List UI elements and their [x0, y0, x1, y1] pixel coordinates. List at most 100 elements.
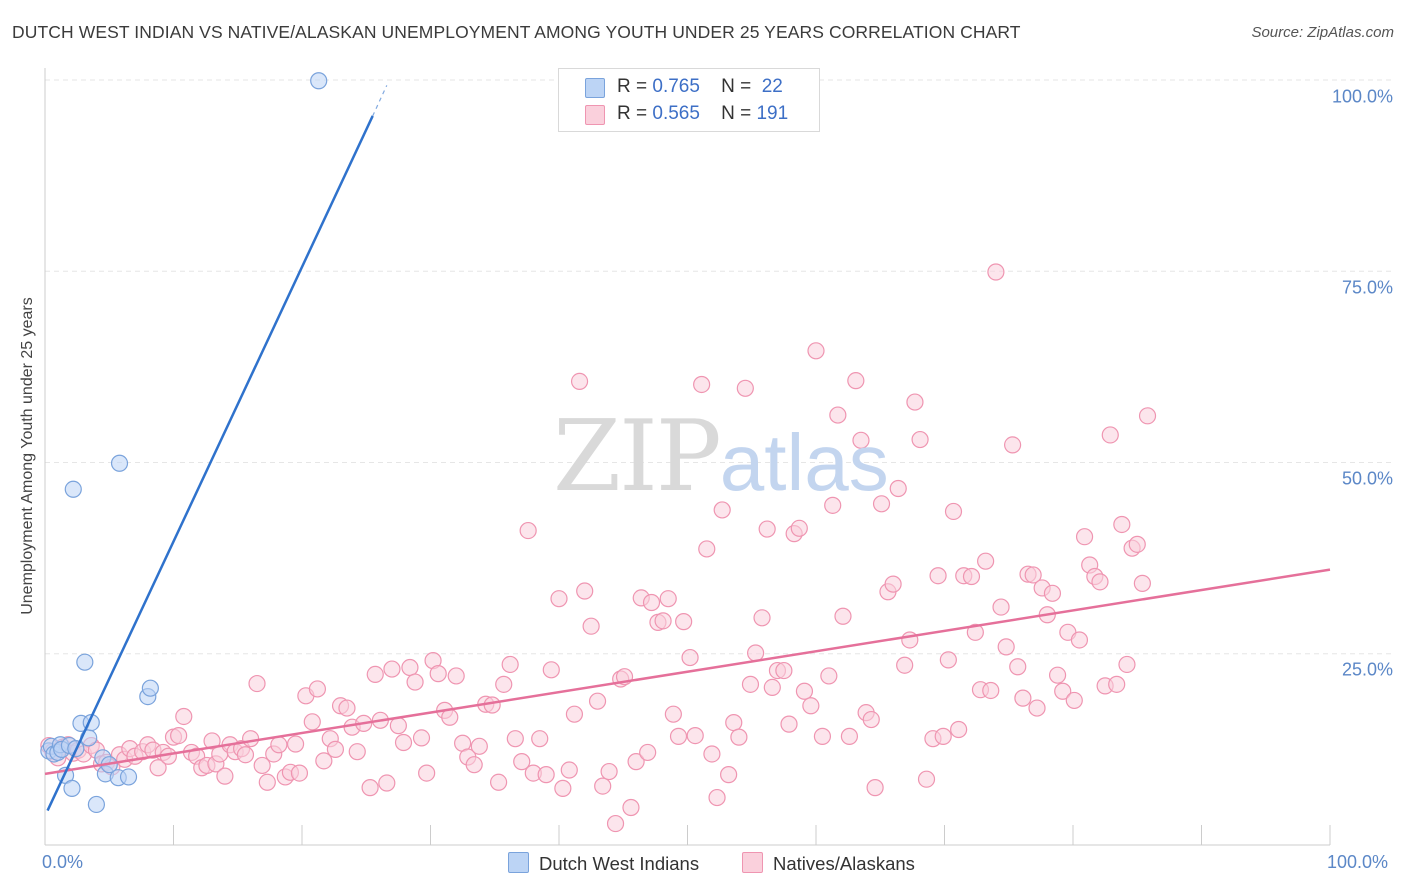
natives-alaskans-point: [389, 717, 407, 735]
bottom-legend-dutch-west-indians: Dutch West Indians: [508, 852, 699, 875]
natives-alaskans-point: [917, 770, 936, 788]
x-tick-label-100: 100.0%: [1327, 852, 1389, 872]
natives-alaskans-point: [929, 567, 947, 585]
natives-alaskans-point: [554, 779, 572, 797]
natives-alaskans-point: [537, 766, 555, 784]
natives-alaskans-point: [203, 732, 221, 750]
natives-alaskans-point: [361, 779, 379, 797]
natives-alaskans-point: [747, 644, 765, 662]
natives-alaskans-point: [429, 665, 447, 683]
natives-alaskans-point: [753, 609, 771, 627]
trend-lines: [44, 85, 1331, 812]
natives-alaskans-point: [560, 761, 578, 779]
dutch-west-indians-point: [63, 779, 81, 797]
natives-alaskans-point: [286, 735, 305, 753]
dutch-west-indians-point: [110, 454, 129, 472]
dutch-west-indians-points: [40, 72, 328, 814]
natives-alaskans-point: [1028, 699, 1046, 717]
natives-alaskans-point: [1138, 407, 1157, 425]
natives-alaskans-point: [1054, 682, 1072, 700]
natives-alaskans-point: [622, 798, 640, 817]
natives-alaskans-point: [730, 728, 748, 746]
natives-alaskans-point: [490, 773, 508, 791]
natives-alaskans-point: [654, 612, 672, 630]
natives-alaskans-point: [944, 502, 963, 521]
natives-alaskans-point: [270, 736, 288, 754]
natives-alaskans-point: [242, 730, 260, 748]
natives-alaskans-point: [1128, 535, 1146, 553]
dutch-west-indians-point: [141, 679, 159, 697]
natives-alaskans-point: [987, 263, 1005, 281]
natives-alaskans-point: [606, 814, 625, 833]
natives-alaskans-point: [348, 743, 366, 761]
natives-alaskans-point: [884, 575, 902, 593]
legend-r-value-pink: 0.565: [652, 103, 700, 124]
natives-alaskans-point: [513, 753, 531, 771]
natives-alaskans-point: [418, 764, 436, 782]
natives-alaskans-point: [966, 623, 984, 641]
natives-alaskans-point: [412, 729, 431, 747]
natives-alaskans-point: [911, 430, 929, 449]
natives-alaskans-point: [720, 766, 738, 784]
natives-alaskans-point: [758, 520, 776, 538]
natives-alaskans-point: [519, 521, 537, 540]
correlation-legend: R = 0.765 N = 22 R = 0.565 N = 191: [558, 68, 820, 132]
natives-alaskans-point: [763, 678, 781, 697]
dutch-west-indians-point: [87, 795, 106, 814]
legend-n-value-pink: 191: [756, 103, 789, 124]
natives-alaskans-point: [725, 713, 743, 732]
natives-alaskans-point: [1108, 675, 1126, 693]
natives-alaskans-point: [401, 658, 419, 677]
natives-alaskans-point: [483, 696, 501, 714]
legend-n-value-blue: 22: [761, 76, 783, 97]
chart-title: DUTCH WEST INDIAN VS NATIVE/ALASKAN UNEM…: [12, 22, 1021, 42]
x-tick-label-0: 0.0%: [42, 852, 84, 872]
natives-alaskans-point: [1043, 584, 1062, 602]
bottom-legend-swatch-blue: [508, 852, 529, 873]
bottom-legend-swatch-pink: [742, 852, 763, 873]
natives-alaskans-trend-line: [44, 568, 1331, 776]
natives-alaskans-point: [659, 590, 677, 608]
natives-alaskans-point: [1075, 528, 1094, 546]
natives-alaskans-point: [550, 590, 568, 608]
natives-alaskans-point: [708, 788, 726, 807]
natives-alaskans-point: [703, 745, 721, 763]
legend-r-label: R =: [617, 76, 648, 97]
natives-alaskans-point: [366, 665, 384, 684]
natives-alaskans-point: [600, 762, 618, 781]
natives-alaskans-point: [977, 552, 995, 570]
dutch-west-indians-point: [64, 480, 82, 498]
natives-alaskans-point: [1065, 691, 1083, 710]
natives-alaskans-point: [1024, 566, 1042, 584]
natives-alaskans-point: [308, 680, 327, 698]
natives-alaskans-point: [639, 743, 657, 762]
natives-alaskans-point: [669, 727, 688, 745]
dutch-west-indians-trend-extension: [372, 85, 388, 117]
natives-alaskans-point: [1113, 515, 1131, 534]
natives-alaskans-point: [698, 540, 716, 558]
natives-alaskans-point: [813, 727, 832, 745]
y-tick-label-75: 75.0%: [1341, 277, 1393, 298]
natives-alaskans-point: [795, 682, 814, 700]
natives-alaskans-point: [896, 656, 914, 674]
natives-alaskans-point: [542, 661, 560, 679]
natives-alaskans-point: [675, 613, 693, 631]
natives-alaskans-point: [495, 675, 513, 693]
natives-alaskans-point: [531, 730, 549, 748]
bottom-legend-natives-alaskans: Natives/Alaskans: [742, 852, 915, 875]
natives-alaskans-point: [1048, 666, 1067, 684]
natives-alaskans-point: [1070, 631, 1089, 649]
natives-alaskans-point: [982, 681, 1000, 700]
natives-alaskans-point: [992, 598, 1010, 616]
natives-alaskans-point: [338, 699, 356, 717]
natives-alaskans-point: [1101, 426, 1119, 444]
natives-alaskans-point: [939, 651, 957, 669]
natives-alaskans-point: [175, 707, 193, 726]
natives-alaskans-point: [862, 710, 880, 729]
dutch-west-indians-trend-line: [46, 115, 374, 812]
y-tick-label-25: 25.0%: [1341, 659, 1393, 680]
natives-alaskans-point: [406, 673, 424, 691]
legend-n-label: N =: [721, 76, 752, 97]
grid-lines: [45, 79, 1392, 655]
natives-alaskans-point: [834, 607, 852, 625]
